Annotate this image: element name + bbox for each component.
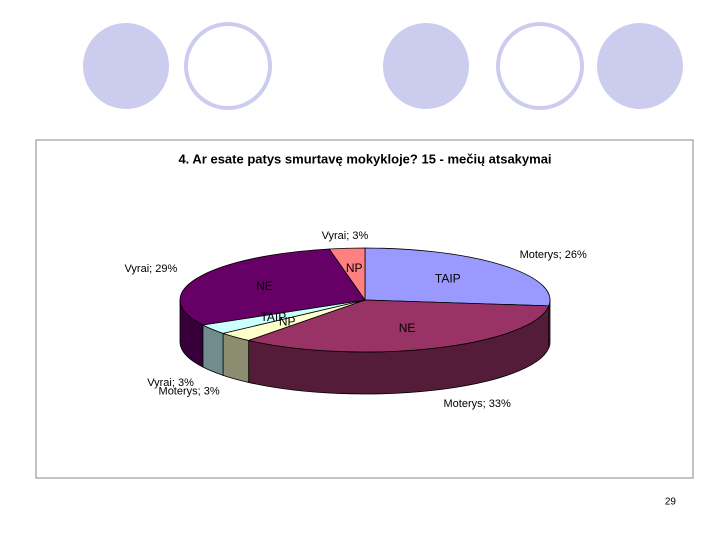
pie-slice bbox=[328, 247, 366, 302]
decor-circles bbox=[83, 22, 683, 110]
pie: TAIP Moterys; 26% NE Moterys; 33% NP Moterys;… bbox=[124, 230, 587, 410]
page-number: 29 bbox=[665, 497, 677, 508]
slice-category-label: NE bbox=[256, 279, 273, 293]
slice-category-label: NP bbox=[279, 314, 296, 328]
slice-category-label: TAIP bbox=[260, 310, 286, 324]
decor-circle bbox=[496, 22, 584, 110]
decor-circle bbox=[184, 22, 272, 110]
slice-category-label: NE bbox=[399, 321, 416, 335]
decor-circle bbox=[83, 23, 169, 109]
slice-value-label: Moterys; 26% bbox=[520, 249, 587, 261]
pie-side bbox=[222, 332, 250, 383]
decor-circle bbox=[597, 23, 683, 109]
slice-value-label: Vyrai; 3% bbox=[147, 377, 194, 389]
chart-title: 4. Ar esate patys smurtavę mokykloje? 15… bbox=[178, 151, 551, 166]
slice-value-label: Moterys; 3% bbox=[159, 385, 220, 397]
pie-slice bbox=[364, 247, 551, 307]
pie-slice bbox=[247, 299, 550, 353]
slice-category-label: TAIP bbox=[435, 271, 461, 285]
slice-value-label: Vyrai; 29% bbox=[124, 263, 177, 275]
pie-slice bbox=[179, 248, 366, 326]
slice-value-label: Moterys; 33% bbox=[444, 398, 511, 410]
slice-category-label: NP bbox=[346, 261, 363, 275]
slice-value-label: Vyrai; 3% bbox=[322, 230, 369, 242]
decor-circle bbox=[383, 23, 469, 109]
